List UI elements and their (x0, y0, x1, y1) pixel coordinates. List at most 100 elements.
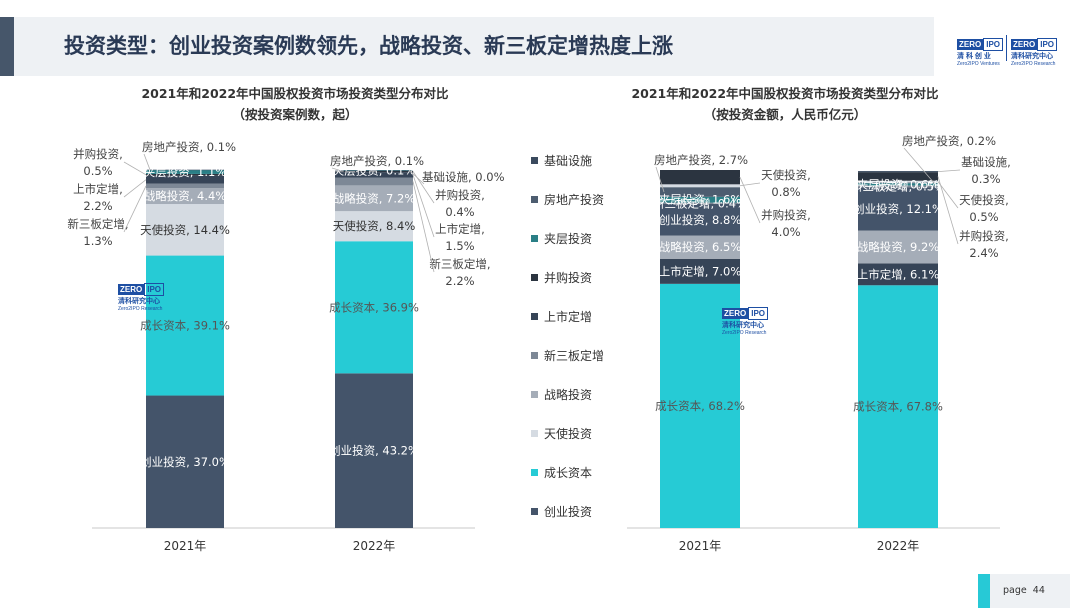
leader-line (937, 181, 959, 209)
bar-segment (335, 170, 413, 171)
legend-swatch (531, 157, 538, 164)
bar-segment (146, 188, 224, 205)
leader-line (655, 166, 665, 193)
legend-item-angel: 天使投资 (531, 425, 592, 442)
bar-segment (660, 283, 740, 528)
callout-label: 0.5% (83, 164, 112, 178)
leader-line (412, 174, 435, 238)
x-tick-label: 2021年 (164, 539, 207, 553)
legend-item-mezzanine: 夹层投资 (531, 230, 592, 247)
legend-swatch (531, 235, 538, 242)
leader-line (123, 179, 147, 198)
footer-band (990, 574, 1070, 608)
segment-label: 战略投资, 9.2% (857, 240, 940, 254)
bar-segment (660, 170, 740, 185)
callout-label: 并购投资, (435, 188, 485, 202)
legend-item-vc: 创业投资 (531, 503, 592, 520)
legend-swatch (531, 196, 538, 203)
callout-label: 基础设施, (961, 155, 1011, 169)
bar-segment (146, 183, 224, 189)
segment-label: 上市定增, 7.0% (659, 264, 742, 278)
x-tick-label: 2021年 (679, 539, 722, 553)
callout-label: 并购投资, (761, 208, 811, 222)
callout-label: 并购投资, (73, 147, 123, 161)
page-number: page 44 (1003, 585, 1045, 596)
x-tick-label: 2022年 (353, 539, 396, 553)
leader-line (937, 169, 961, 173)
bar-segment (858, 285, 938, 528)
segment-label: 成长资本, 68.2% (655, 399, 745, 413)
watermark-logo-left: ZERO IPO 清科研究中心 Zero2IPO Research (118, 283, 165, 312)
segment-label: 夹层投资, 0.6% (857, 177, 940, 191)
callout-label: 4.0% (771, 225, 800, 239)
bar-segment (146, 170, 224, 174)
legend-swatch (531, 391, 538, 398)
leader-line (937, 176, 959, 245)
bar-segment (335, 373, 413, 528)
leader-line (123, 161, 147, 176)
callout-label: 0.4% (445, 205, 474, 219)
callout-label: 基础设施, 0.0% (422, 170, 505, 184)
callout-label: 天使投资, (761, 168, 811, 182)
legend-item-infrastructure: 基础设施 (531, 152, 592, 169)
bar-segment (858, 263, 938, 286)
legend-swatch (531, 430, 538, 437)
bar-segment (146, 173, 224, 176)
callout-label: 2.2% (445, 274, 474, 288)
callout-label: 1.3% (83, 234, 112, 248)
legend-item-pipe: 上市定增 (531, 308, 592, 325)
zero2ipo-ventures-logo: ZERO IPO 清 科 创 业 Zero2IPO Ventures (957, 34, 1004, 67)
legend-swatch (531, 274, 538, 281)
segment-label: 上市定增, 6.1% (857, 267, 940, 281)
callout-label: 0.5% (969, 210, 998, 224)
callout-label: 1.5% (445, 239, 474, 253)
bar-segment (858, 185, 938, 188)
bar-segment (335, 211, 413, 242)
page-title: 投资类型：创业投资案例数领先，战略投资、新三板定增热度上涨 (64, 34, 673, 58)
leader-line (123, 185, 147, 233)
callout-label: 新三板定增, (429, 257, 490, 271)
bar-segment (146, 169, 224, 171)
leader-line (143, 153, 151, 170)
bar-segment (146, 175, 224, 184)
legend-item-real-estate: 房地产投资 (531, 191, 604, 208)
legend-item-neeq: 新三板定增 (531, 347, 604, 364)
callout-label: 上市定增, (435, 222, 485, 236)
segment-label: 天使投资, 14.4% (140, 223, 230, 237)
left-chart-title-line1: 2021年和2022年中国股权投资市场投资类型分布对比 (141, 86, 449, 101)
legend-swatch (531, 508, 538, 515)
leader-line (412, 171, 435, 204)
bar-segment (335, 241, 413, 374)
bar-segment (858, 230, 938, 264)
leader-line (331, 167, 340, 171)
segment-label: 成长资本, 39.1% (140, 319, 230, 333)
bar-segment (858, 187, 938, 231)
left-chart-title: 2021年和2022年中国股权投资市场投资类型分布对比 （按投资案例数，起） (95, 83, 495, 125)
callout-label: 房地产投资, 2.7% (654, 153, 748, 167)
legend-swatch (531, 469, 538, 476)
bar-segment (335, 170, 413, 171)
segment-label: 夹层投资, 1.1% (144, 165, 227, 179)
callout-label: 0.3% (971, 172, 1000, 186)
segment-label: 创业投资, 43.2% (329, 444, 419, 458)
callout-label: 新三板定增, (67, 217, 128, 231)
bar-segment (335, 170, 413, 173)
callout-label: 上市定增, (73, 182, 123, 196)
legend-item-growth: 成长资本 (531, 464, 592, 481)
bar-segment (858, 180, 938, 183)
bar-segment (335, 185, 413, 212)
segment-label: 战略投资, 4.4% (144, 189, 227, 203)
right-chart-title: 2021年和2022年中国股权投资市场投资类型分布对比 （按投资金额，人民币亿元… (585, 83, 985, 125)
watermark-logo-right: ZERO IPO 清科研究中心 Zero2IPO Research (722, 307, 769, 336)
callout-label: 0.8% (771, 185, 800, 199)
segment-label: 天使投资, 8.4% (333, 219, 416, 233)
segment-label: 创业投资, 37.0% (140, 455, 230, 469)
bar-segment (660, 187, 740, 197)
bar-segment (146, 204, 224, 256)
legend-swatch (531, 352, 538, 359)
right-chart-subtitle: （按投资金额，人民币亿元） (703, 107, 867, 122)
bar-segment (858, 171, 938, 173)
segment-label: 新三板定增, 0.5% (851, 179, 945, 193)
zero2ipo-research-logo: ZERO IPO 清科研究中心 Zero2IPO Research (1011, 38, 1058, 67)
bar-segment (660, 184, 740, 188)
